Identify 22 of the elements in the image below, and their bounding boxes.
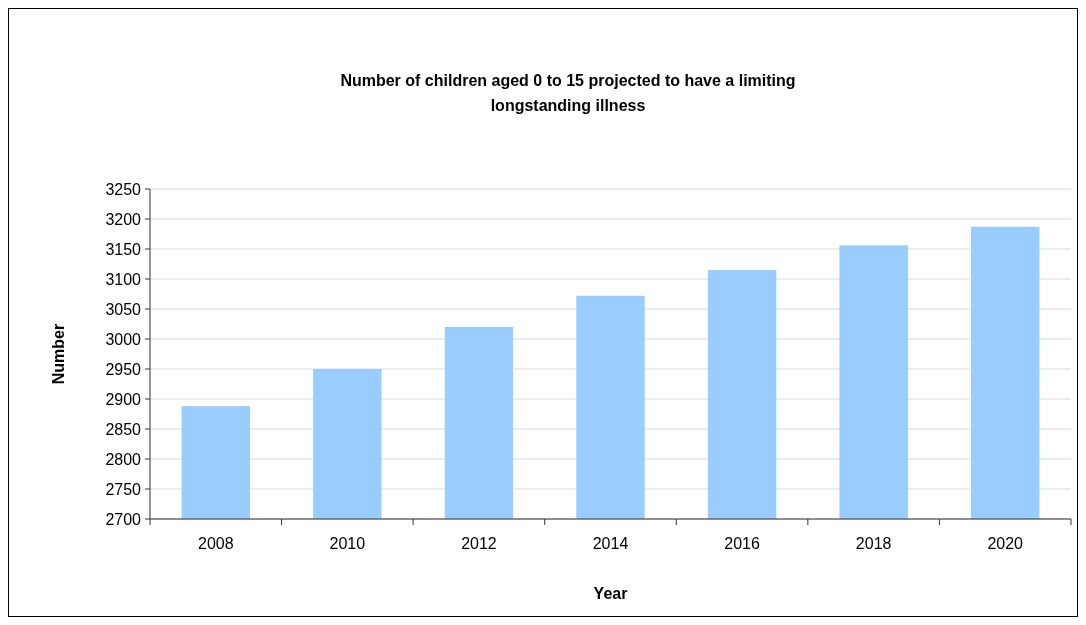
y-tick-label: 2750 [105,480,142,498]
y-tick-label: 2800 [105,450,142,468]
y-tick-label: 3200 [105,210,142,228]
x-tick-label: 2008 [197,535,234,552]
x-tick-label: 2010 [329,535,366,552]
x-tick-label: 2016 [724,535,760,552]
x-tick-label: 2012 [461,535,497,552]
chart-title: Number of children aged 0 to 15 projected to have a limiting longstanding illness [340,72,796,114]
x-axis-title: Year [593,585,628,602]
y-tick-label: 3250 [105,180,142,198]
y-tick-label: 2700 [105,510,142,528]
y-tick-label: 2950 [105,360,142,378]
x-tick-label: 2020 [987,535,1024,552]
y-tick-label: 3100 [105,270,142,288]
y-tick-label: 2900 [105,390,142,408]
y-tick-label: 2850 [105,420,142,438]
x-tick-label: 2018 [855,535,892,552]
y-tick-label: 3050 [105,300,142,318]
y-axis-title: Number [50,323,67,385]
y-tick-label: 3000 [105,330,142,348]
y-tick-label: 3150 [105,240,142,258]
x-tick-label: 2014 [592,535,629,552]
